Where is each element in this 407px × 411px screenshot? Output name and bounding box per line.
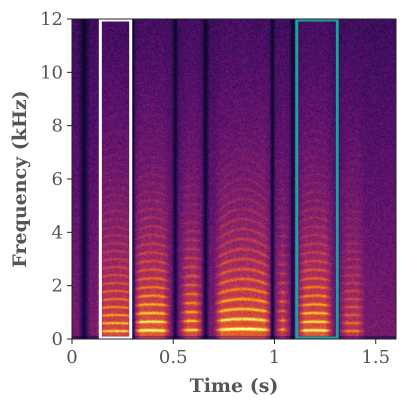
- y-tick-label: 2: [52, 276, 63, 297]
- x-tick-label: 1.5: [361, 347, 390, 368]
- x-tick-label: 0: [66, 347, 77, 368]
- highlight-boxes: [98, 18, 339, 340]
- y-tick-label: 0: [52, 329, 63, 350]
- y-tick-label: 10: [40, 62, 63, 83]
- y-tick-label: 6: [52, 169, 63, 190]
- y-axis: 0 2 4 6 8 10 12: [40, 9, 72, 350]
- x-tick-label: 0.5: [159, 347, 188, 368]
- highlight-box-2: [295, 18, 339, 340]
- plot-area: [72, 19, 396, 339]
- y-axis-label: Frequency (kHz): [9, 90, 31, 267]
- x-axis: 0 0.5 1 1.5: [66, 339, 390, 368]
- x-tick-label: 1: [269, 347, 280, 368]
- y-tick-label: 8: [52, 116, 63, 137]
- highlight-box-1: [98, 18, 133, 340]
- x-axis-label: Time (s): [190, 375, 279, 397]
- spectrogram-image: [72, 19, 396, 339]
- y-tick-label: 4: [52, 222, 63, 243]
- y-tick-label: 12: [40, 9, 63, 30]
